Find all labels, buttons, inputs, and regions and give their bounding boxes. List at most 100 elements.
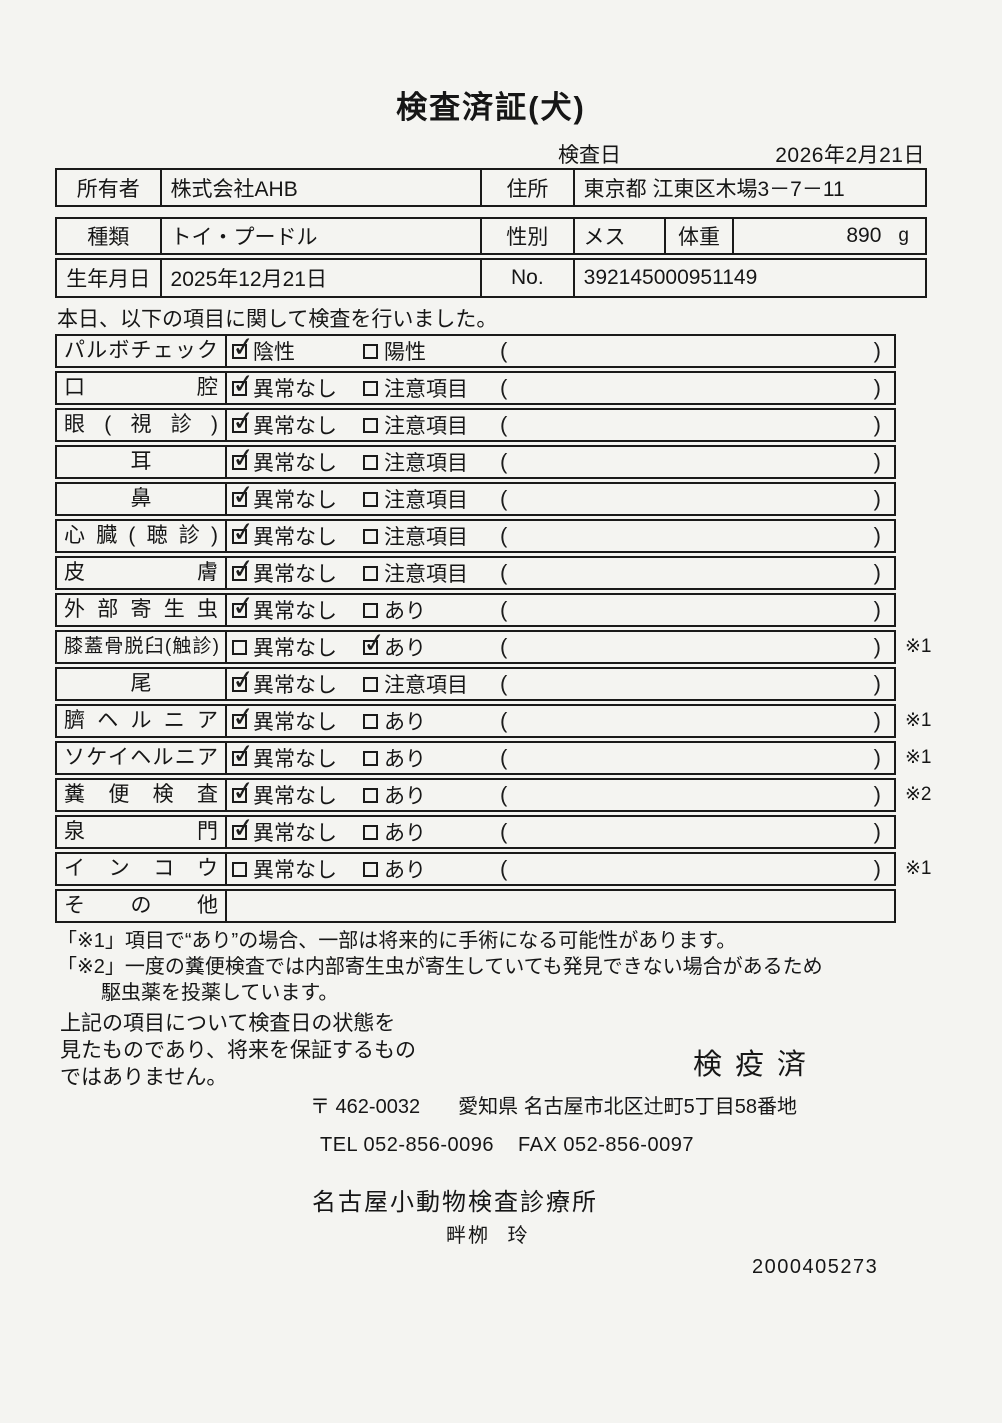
option-1: 異常なし	[232, 854, 363, 884]
checklist-row-inguinal-hernia: ソケイヘルニア 異常なし あり ( ) ※1	[55, 741, 932, 775]
weight-value: 890 g	[734, 219, 925, 253]
checkbox-icon[interactable]	[363, 602, 378, 618]
clinic-address: 愛知県 名古屋市北区辻町5丁目58番地	[458, 1096, 798, 1118]
option-label: 異常なし	[253, 748, 337, 771]
checkbox-icon[interactable]	[232, 380, 247, 396]
option-2: 注意項目	[363, 410, 500, 440]
paren-open: (	[500, 745, 508, 770]
breed-value: トイ・プードル	[162, 219, 482, 253]
checkbox-icon[interactable]	[363, 750, 378, 766]
item-label: 皮膚	[57, 558, 227, 588]
checkbox-icon[interactable]	[232, 824, 247, 840]
checkbox-icon[interactable]	[363, 861, 378, 877]
checkbox-icon[interactable]	[363, 676, 378, 692]
option-label: あり	[384, 859, 426, 882]
footnote-ref	[896, 556, 905, 590]
paren-close: )	[873, 523, 881, 548]
checklist-row-patella: 膝蓋骨脱臼(触診) 異常なし あり ( ) ※1	[55, 630, 932, 664]
option-2: 注意項目	[363, 373, 500, 403]
paren-open: (	[500, 782, 508, 807]
paren-close: )	[873, 486, 881, 511]
weight-label: 体重	[666, 219, 734, 253]
checkbox-icon[interactable]	[363, 824, 378, 840]
footnote-ref	[896, 334, 905, 368]
footnote-ref: ※1	[905, 747, 932, 768]
option-label: 異常なし	[253, 489, 337, 512]
option-label: 陽性	[384, 341, 426, 364]
other-empty-field	[227, 891, 894, 921]
option-1: 異常なし	[232, 780, 363, 810]
paren-open: (	[500, 560, 508, 585]
checkbox-icon[interactable]	[232, 639, 247, 655]
option-1: 異常なし	[232, 632, 363, 662]
option-label: 異常なし	[253, 378, 337, 401]
checkbox-icon[interactable]	[232, 491, 247, 507]
paren-open: (	[500, 338, 508, 363]
checkbox-icon[interactable]	[363, 454, 378, 470]
option-label: 注意項目	[384, 452, 468, 475]
option-label: 注意項目	[384, 415, 468, 438]
checklist-row-nose: 鼻 異常なし 注意項目 ( )	[55, 482, 932, 516]
option-2: あり	[363, 817, 500, 847]
checkbox-icon[interactable]	[363, 528, 378, 544]
checkbox-icon[interactable]	[363, 343, 378, 359]
option-label: 異常なし	[253, 563, 337, 586]
footnote-ref	[896, 667, 905, 701]
pet-table-row-2: 生年月日 2025年12月21日 No. 392145000951149	[55, 258, 927, 298]
paren-close: )	[873, 745, 881, 770]
item-label: 外部寄生虫	[57, 595, 227, 625]
paren-open: (	[500, 375, 508, 400]
checkbox-icon[interactable]	[363, 787, 378, 803]
address-label: 住所	[482, 170, 575, 205]
weight-unit: g	[898, 225, 909, 246]
number-value: 392145000951149	[583, 266, 758, 289]
checkbox-icon[interactable]	[232, 750, 247, 766]
checkbox-icon[interactable]	[363, 565, 378, 581]
checkbox-icon[interactable]	[363, 491, 378, 507]
checklist-row-mouth: 口腔 異常なし 注意項目 ( )	[55, 371, 932, 405]
option-2: あり	[363, 706, 500, 736]
option-label: 異常なし	[253, 785, 337, 808]
checkbox-icon[interactable]	[363, 639, 378, 655]
birthdate-label: 生年月日	[57, 260, 162, 296]
footnote-ref: ※1	[905, 858, 932, 879]
footnote-ref: ※1	[905, 710, 932, 731]
owner-value: 株式会社AHB	[162, 170, 483, 205]
checkbox-icon[interactable]	[232, 565, 247, 581]
option-label: あり	[384, 822, 426, 845]
checkbox-icon[interactable]	[232, 713, 247, 729]
paren-open: (	[500, 597, 508, 622]
sex-label: 性別	[482, 219, 575, 253]
option-label: 異常なし	[253, 674, 337, 697]
option-label: 異常なし	[253, 526, 337, 549]
paren-open: (	[500, 671, 508, 696]
checkbox-icon[interactable]	[232, 602, 247, 618]
checklist-row-external-parasites: 外部寄生虫 異常なし あり ( )	[55, 593, 932, 627]
checkbox-icon[interactable]	[232, 454, 247, 470]
option-2: あり	[363, 743, 500, 773]
item-label: 鼻	[57, 484, 227, 514]
item-label: 膝蓋骨脱臼(触診)	[57, 632, 227, 662]
footnote-ref	[896, 482, 905, 516]
checkbox-icon[interactable]	[232, 417, 247, 433]
checklist-row-fecal-exam: 糞便検査 異常なし あり ( ) ※2	[55, 778, 932, 812]
paren-close: )	[873, 782, 881, 807]
item-label: 糞便検査	[57, 780, 227, 810]
checklist-row-umbilical-hernia: 臍ヘルニア 異常なし あり ( ) ※1	[55, 704, 932, 738]
option-label: 異常なし	[253, 415, 337, 438]
option-1: 異常なし	[232, 410, 363, 440]
checkbox-icon[interactable]	[232, 528, 247, 544]
option-1: 異常なし	[232, 484, 363, 514]
checkbox-icon[interactable]	[363, 713, 378, 729]
address-value: 東京都 江東区木場3－7－11	[583, 177, 845, 201]
checkbox-icon[interactable]	[363, 380, 378, 396]
checkbox-icon[interactable]	[232, 343, 247, 359]
paren-open: (	[500, 412, 508, 437]
item-label: 心臓(聴診)	[57, 521, 227, 551]
checkbox-icon[interactable]	[232, 787, 247, 803]
checkbox-icon[interactable]	[232, 861, 247, 877]
footnote-2-continued: 駆虫薬を投薬しています。	[101, 982, 339, 1004]
checkbox-icon[interactable]	[363, 417, 378, 433]
checkbox-icon[interactable]	[232, 676, 247, 692]
